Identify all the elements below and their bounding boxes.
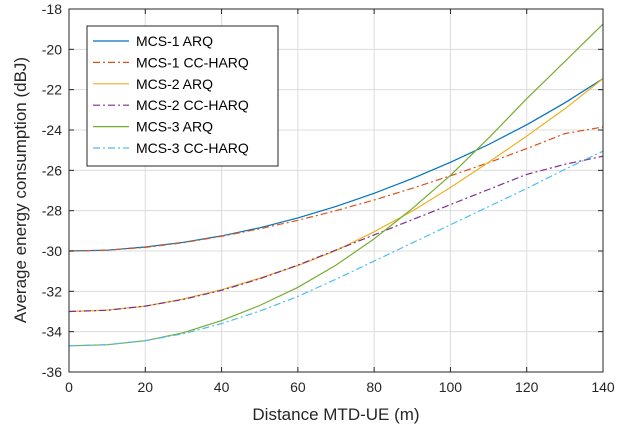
plot-box xyxy=(68,8,604,373)
y-axis-label: Average energy consumption (dBJ) xyxy=(11,57,30,323)
legend-box xyxy=(86,25,279,167)
y-tick-label: -28 xyxy=(42,203,62,219)
x-tick-label: 40 xyxy=(214,379,230,395)
x-tick-label: 120 xyxy=(515,379,539,395)
x-tick-label: 0 xyxy=(65,379,73,395)
series-line-0 xyxy=(68,78,604,252)
y-axis-ticks: -18 -20 -22 -24 -26 -28 -30 -32 -34 -36 xyxy=(42,1,603,380)
y-tick-label: -36 xyxy=(42,364,62,380)
y-tick-label: -24 xyxy=(42,122,62,138)
legend: MCS-1 ARQ MCS-1 CC-HARQ MCS-2 ARQ MCS-2 CC-… xyxy=(86,25,279,167)
x-tick-label: 60 xyxy=(290,379,306,395)
y-tick-label: -32 xyxy=(42,283,62,299)
x-tick-label: 140 xyxy=(591,379,615,395)
y-tick-label: -30 xyxy=(42,243,62,259)
legend-label-0: MCS-1 ARQ xyxy=(136,33,213,49)
y-tick-label: -18 xyxy=(42,1,62,17)
x-tick-label: 80 xyxy=(366,379,382,395)
x-tick-label: 20 xyxy=(137,379,153,395)
y-tick-label: -26 xyxy=(42,162,62,178)
series-line-1 xyxy=(68,126,604,252)
x-tick-label: 100 xyxy=(439,379,463,395)
series-line-4 xyxy=(68,23,604,347)
x-axis-ticks: 0 20 40 60 80 100 120 140 xyxy=(65,9,615,395)
y-tick-label: -34 xyxy=(42,324,62,340)
legend-label-1: MCS-1 CC-HARQ xyxy=(136,54,249,70)
y-tick-label: -22 xyxy=(42,82,62,98)
series-layer xyxy=(68,23,604,347)
series-line-3 xyxy=(68,155,604,313)
legend-label-3: MCS-2 CC-HARQ xyxy=(136,97,249,113)
legend-label-4: MCS-3 ARQ xyxy=(136,119,213,135)
legend-label-2: MCS-2 ARQ xyxy=(136,76,213,92)
x-axis-label: Distance MTD-UE (m) xyxy=(252,405,419,424)
y-tick-label: -20 xyxy=(42,41,62,57)
legend-label-5: MCS-3 CC-HARQ xyxy=(136,140,249,156)
